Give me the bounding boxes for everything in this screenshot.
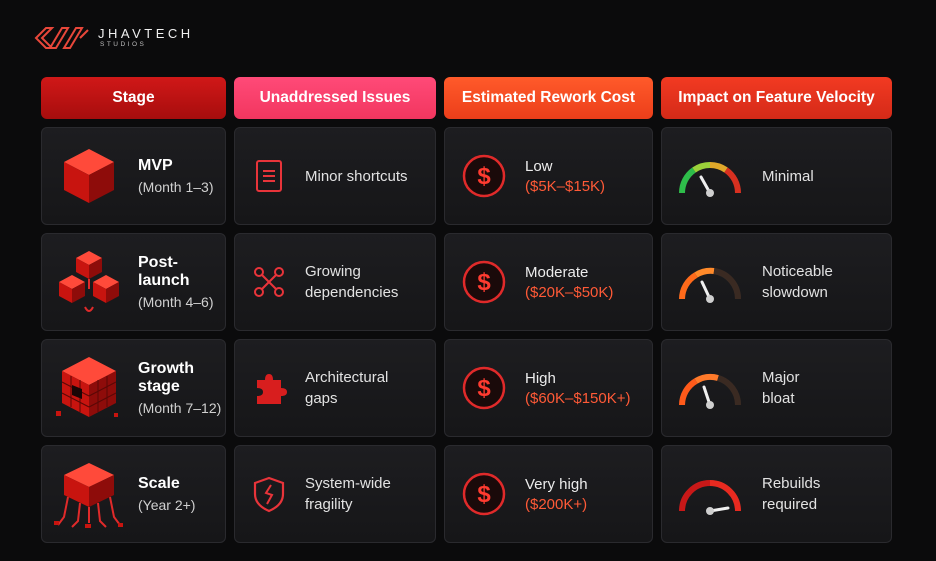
velocity-text: Rebuilds required [762, 475, 821, 513]
velocity-cell: Major bloat [661, 339, 892, 437]
issue-cell: Growing dependencies [234, 233, 436, 331]
stage-cell-mvp: MVP (Month 1–3) [41, 127, 226, 225]
table-header: Stage Unaddressed Issues Estimated Rewor… [41, 77, 892, 119]
cost-level: Very high [525, 475, 588, 493]
stage-name: Post-launch [138, 254, 190, 289]
issue-text: Architectural gaps [305, 369, 389, 407]
puzzle-piece-icon [257, 374, 287, 404]
table-body: MVP (Month 1–3) Minor shortcuts $ Low ($… [41, 127, 892, 543]
dollar-icon: $ [462, 260, 506, 304]
brand-sub: STUDIOS [100, 41, 147, 49]
cost-cell: $ Very high ($200K+) [444, 445, 653, 543]
svg-text:$: $ [477, 375, 491, 402]
dollar-icon: $ [462, 366, 506, 410]
stage-period: (Month 1–3) [138, 179, 214, 195]
header-velocity: Impact on Feature Velocity [661, 77, 892, 119]
gauge-red-icon [679, 480, 741, 515]
gauge-orange-icon [679, 373, 742, 409]
document-list-icon [256, 160, 282, 192]
single-cube-icon [64, 149, 114, 203]
jhavtech-logo-icon [34, 27, 89, 49]
issue-text: Minor shortcuts [305, 167, 408, 185]
velocity-text: Major bloat [762, 369, 800, 407]
cube-cluster-icon [59, 251, 119, 312]
stage-period: (Month 7–12) [138, 400, 222, 416]
cost-level: Low [525, 157, 553, 175]
issue-cell: System-wide fragility [234, 445, 436, 543]
cost-cell: $ Moderate ($20K–$50K) [444, 233, 653, 331]
svg-text:$: $ [477, 481, 491, 508]
dependency-graph-icon [254, 267, 284, 297]
header-stage: Stage [41, 77, 226, 119]
dollar-icon: $ [462, 472, 506, 516]
velocity-text: Noticeable slowdown [762, 263, 833, 301]
velocity-cell: Noticeable slowdown [661, 233, 892, 331]
cracked-shield-icon [253, 476, 285, 513]
cost-cell: $ High ($60K–$150K+) [444, 339, 653, 437]
stage-cell-growth: Growth stage (Month 7–12) [41, 339, 226, 437]
cost-range: ($200K+) [525, 495, 588, 513]
velocity-text: Minimal [762, 167, 814, 185]
svg-text:$: $ [477, 269, 491, 296]
gauge-orange-icon [679, 267, 742, 303]
cost-level: Moderate [525, 263, 589, 281]
cost-range: ($20K–$50K) [525, 283, 614, 301]
velocity-cell: Rebuilds required [661, 445, 892, 543]
issue-cell: Architectural gaps [234, 339, 436, 437]
brand-name: JHAVTECH [98, 26, 194, 42]
velocity-cell: Minimal [661, 127, 892, 225]
stage-cell-post-launch: Post-launch (Month 4–6) [41, 233, 226, 331]
issue-cell: Minor shortcuts [234, 127, 436, 225]
cost-level: High [525, 369, 556, 387]
stage-period: (Month 4–6) [138, 294, 214, 310]
crumbling-cube-icon [56, 357, 118, 417]
dollar-icon: $ [462, 154, 506, 198]
brand-logo: JHAVTECH STUDIOS [34, 24, 194, 52]
stage-name: Growth stage [138, 360, 194, 395]
cost-cell: $ Low ($5K–$15K) [444, 127, 653, 225]
stage-cell-scale: Scale (Year 2+) [41, 445, 226, 543]
cost-range: ($5K–$15K) [525, 177, 606, 195]
issue-text: System-wide fragility [305, 475, 391, 513]
stage-period: (Year 2+) [138, 497, 196, 513]
stage-name: Scale [138, 475, 180, 492]
header-cost: Estimated Rework Cost [444, 77, 653, 119]
svg-text:$: $ [477, 163, 491, 190]
issue-text: Growing dependencies [305, 263, 399, 301]
broken-structure-icon [54, 463, 123, 528]
gauge-green-icon [678, 161, 742, 197]
stage-name: MVP [138, 157, 173, 174]
header-issues: Unaddressed Issues [234, 77, 436, 119]
cost-range: ($60K–$150K+) [525, 389, 631, 407]
